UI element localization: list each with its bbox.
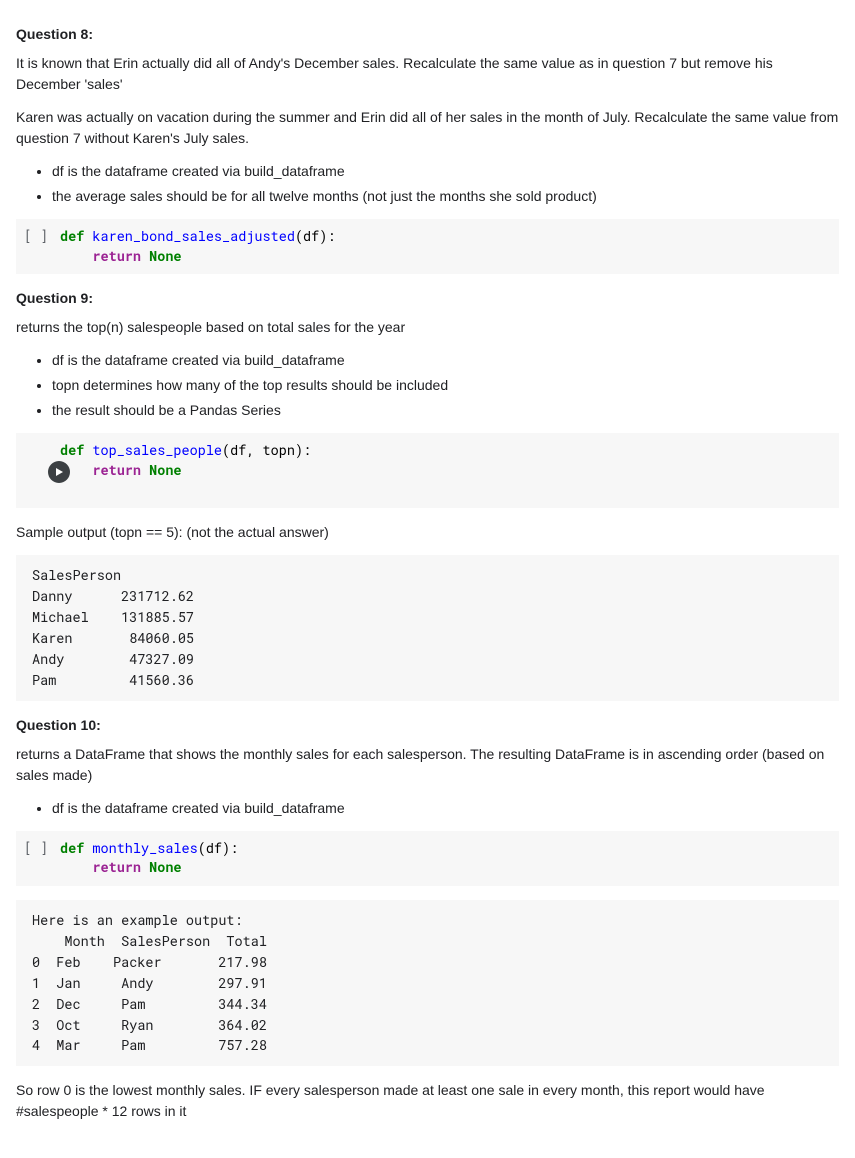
q9-sample-output: SalesPerson Danny 231712.62 Michael 1318… <box>16 555 839 701</box>
q9-bullet-3: the result should be a Pandas Series <box>52 400 839 421</box>
q9-code-cell[interactable]: def top_sales_people(df, topn): return N… <box>16 433 839 508</box>
q9-bullet-2: topn determines how many of the top resu… <box>52 375 839 396</box>
keyword-return: return <box>92 461 149 479</box>
q8-paragraph-2: Karen was actually on vacation during th… <box>16 107 839 149</box>
keyword-def: def <box>60 839 92 857</box>
q10-cell-gutter: [ ] <box>16 837 56 859</box>
literal-none: None <box>149 461 181 479</box>
q10-heading: Question 10: <box>16 715 839 736</box>
q8-heading: Question 8: <box>16 24 839 45</box>
q10-bullets: df is the dataframe created via build_da… <box>16 798 839 819</box>
q8-bullets: df is the dataframe created via build_da… <box>16 161 839 207</box>
literal-none: None <box>149 247 181 265</box>
q10-bullet-1: df is the dataframe created via build_da… <box>52 798 839 819</box>
literal-none: None <box>149 858 181 876</box>
keyword-def: def <box>60 227 92 245</box>
q8-cell-gutter: [ ] <box>16 225 56 247</box>
q9-heading: Question 9: <box>16 288 839 309</box>
q9-run-button[interactable] <box>16 439 56 502</box>
function-args: (df): <box>198 839 239 857</box>
q8-code[interactable]: def karen_bond_sales_adjusted(df): retur… <box>56 225 839 268</box>
q8-paragraph-1: It is known that Erin actually did all o… <box>16 53 839 95</box>
q10-example-output: Here is an example output: Month SalesPe… <box>16 900 839 1066</box>
q9-bullets: df is the dataframe created via build_da… <box>16 350 839 421</box>
q10-paragraph-1: returns a DataFrame that shows the month… <box>16 744 839 786</box>
q9-paragraph-1: returns the top(n) salespeople based on … <box>16 317 839 338</box>
q9-code[interactable]: def top_sales_people(df, topn): return N… <box>56 439 839 482</box>
function-name: karen_bond_sales_adjusted <box>92 227 295 245</box>
q8-bullet-1: df is the dataframe created via build_da… <box>52 161 839 182</box>
function-args: (df): <box>295 227 336 245</box>
q9-bullet-1: df is the dataframe created via build_da… <box>52 350 839 371</box>
keyword-return: return <box>92 247 149 265</box>
function-args: (df, topn): <box>222 441 311 459</box>
q8-bullet-2: the average sales should be for all twel… <box>52 186 839 207</box>
q10-code[interactable]: def monthly_sales(df): return None <box>56 837 839 880</box>
q10-footer: So row 0 is the lowest monthly sales. IF… <box>16 1080 839 1122</box>
keyword-return: return <box>92 858 149 876</box>
function-name: monthly_sales <box>92 839 197 857</box>
function-name: top_sales_people <box>92 441 222 459</box>
q9-sample-label: Sample output (topn == 5): (not the actu… <box>16 522 839 543</box>
keyword-def: def <box>60 441 92 459</box>
q8-code-cell[interactable]: [ ] def karen_bond_sales_adjusted(df): r… <box>16 219 839 274</box>
q10-code-cell[interactable]: [ ] def monthly_sales(df): return None <box>16 831 839 886</box>
